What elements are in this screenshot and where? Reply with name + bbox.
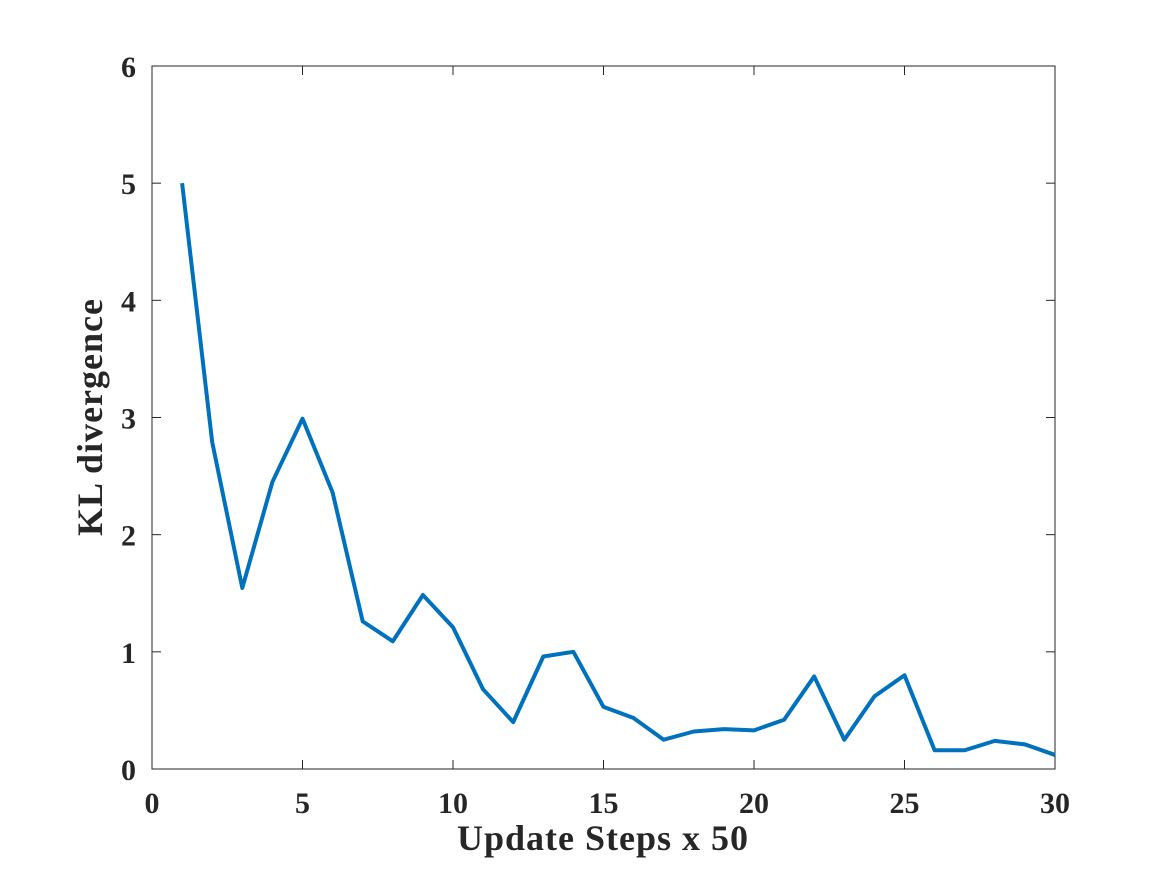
x-tick-label: 10 — [438, 787, 468, 820]
y-tick-label: 3 — [121, 403, 136, 436]
y-tick-label: 2 — [121, 520, 136, 553]
x-tick-label: 15 — [589, 787, 619, 820]
y-tick-label: 1 — [121, 637, 136, 670]
x-tick-label: 25 — [890, 787, 920, 820]
data-line — [180, 182, 1056, 757]
y-tick-label: 5 — [121, 168, 136, 201]
y-axis-label: KL divergence — [70, 298, 110, 536]
y-tick-label: 6 — [121, 51, 136, 84]
y-tick-label: 0 — [121, 754, 136, 787]
x-tick-label: 30 — [1040, 787, 1070, 820]
y-tick-label: 4 — [121, 285, 136, 318]
x-tick-label: 5 — [295, 787, 310, 820]
x-axis-label: Update Steps x 50 — [457, 818, 749, 858]
x-tick-label: 20 — [739, 787, 769, 820]
x-tick-label: 0 — [145, 787, 160, 820]
